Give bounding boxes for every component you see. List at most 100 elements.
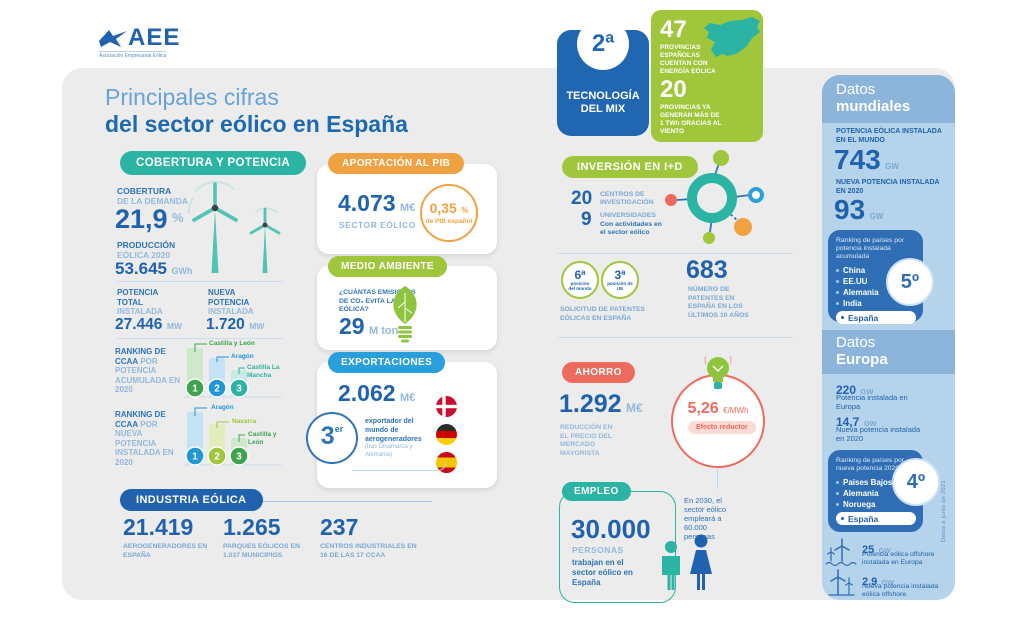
inversion-id-pill: INVERSIÓN EN I+D <box>562 156 698 178</box>
europe-ranking-item-spain: España <box>848 513 879 524</box>
demanda-value-unit: % <box>172 210 184 225</box>
ranking-nueva-name-3: Castilla y León <box>248 431 277 446</box>
ahorro-label: REDUCCIÓN EN EL PRECIO DEL MERCADO MAYOR… <box>560 424 613 457</box>
industria-stat-1-label: AEROGENERADORES EN ESPAÑA <box>123 543 208 559</box>
empleo-sublabel: PERSONAS <box>572 545 624 555</box>
nueva-potencia-label: NUEVA POTENCIA INSTALADA <box>208 288 266 317</box>
patentes-mundo-label: posición del mundo <box>568 280 592 292</box>
world-ranking-item: China <box>843 266 866 275</box>
bullet-icon <box>836 481 839 484</box>
produccion-label-line2: EÓLICA 2020 <box>117 250 171 260</box>
europe-ranking-item: Alemania <box>843 489 879 498</box>
lightbulb-icon <box>702 354 734 401</box>
offshore1-number: 25 <box>862 544 875 556</box>
mix-badge-label: TECNOLOGÍA DEL MIX <box>557 90 649 116</box>
bullet-icon <box>836 269 839 272</box>
europe-ranking-item: Noruega <box>843 500 876 509</box>
divider-line <box>558 253 793 254</box>
rank-number: 3 <box>236 452 242 463</box>
potencia-total-label-light: INSTALADA <box>117 307 163 316</box>
world-ranking-item: EE.UU <box>843 277 868 286</box>
potencia-total-label-bold: POTENCIA TOTAL <box>117 288 159 307</box>
offshore2-number: 2,9 <box>862 576 878 588</box>
potencia-total-value: 27.446 MW <box>115 316 182 334</box>
flag-stack <box>436 396 457 478</box>
wind-turbines-icon <box>175 180 300 285</box>
demanda-value: 21,9 % <box>115 204 184 235</box>
ranking-acumulada-label-bold: RANKING DE CCAA <box>115 347 166 366</box>
europe-stat1-value: 220 GW <box>836 381 873 399</box>
ranking-nueva-label-bold: RANKING DE CCAA <box>115 410 166 429</box>
patentes-mundo-value: 6ª <box>574 267 586 282</box>
europe-ranking-highlight: España <box>836 512 916 525</box>
industria-stat-3-label: CENTROS INDUSTRIALES EN 16 DE LAS 17 CCA… <box>320 543 417 559</box>
ranking-acumulada-name-2: Aragón <box>231 353 254 360</box>
empleo-pill: EMPLEO <box>562 482 631 501</box>
sidebar-world-band <box>822 75 955 123</box>
ranking-nueva-chart: 1 2 3 <box>184 404 284 479</box>
universidades-note: Con actividades en el sector eólico <box>600 221 662 236</box>
ranking-acumulada-label: RANKING DE CCAA POR POTENCIA ACUMULADA E… <box>115 347 183 395</box>
potencia-total-unit: MW <box>166 321 182 331</box>
europe-stat2-number: 14,7 <box>836 415 860 429</box>
world-stat1-value: 743 GW <box>834 144 899 176</box>
patentes-ue-label: posición de UE <box>607 280 633 292</box>
ahorro-number: 1.292 <box>559 390 622 418</box>
offshore1-unit: GW <box>878 548 891 555</box>
world-stat2-value: 93 GW <box>834 194 883 226</box>
industria-stat-1-value: 21.419 <box>123 514 194 540</box>
patentes-mundo-circle: 6ª posición del mundo <box>561 261 599 299</box>
exportaciones-rank-number: 3 <box>320 422 335 450</box>
europe-title-line2: Europa <box>836 351 888 368</box>
provinces-stat2-label: PROVINCIAS YA GENERAN MÁS DE 1 TWh GRACI… <box>660 104 722 135</box>
world-ranking-item-spain: España <box>848 312 879 323</box>
europe-ranking-item: Países Bajos <box>843 478 893 487</box>
pib-circle-value: 0,35 % <box>430 201 469 218</box>
medio-ambiente-pill: MEDIO AMBIENTE <box>328 256 448 277</box>
cobertura-pill: COBERTURA Y POTENCIA <box>120 151 307 175</box>
ahorro-value: 1.292 M€ <box>559 390 643 419</box>
industria-stat-2-value: 1.265 <box>223 514 281 540</box>
europe-rank-value: 4º <box>906 470 926 493</box>
ranking-acumulada-chart: 1 2 3 <box>184 340 284 411</box>
world-stat1-number: 743 <box>834 144 881 175</box>
europe-stat1-unit: GW <box>860 387 874 396</box>
exportaciones-pill: EXPORTACIONES <box>328 352 446 373</box>
ranking-nueva-label-rest: POR NUEVA POTENCIA INSTALADA EN 2020 <box>115 419 174 467</box>
ahorro-circle-value: 5,26 €/MWh <box>674 400 762 418</box>
person-icon <box>686 534 716 599</box>
europe-stat1-label: Potencia instalada en Europa <box>836 393 908 411</box>
divider-line <box>117 338 283 339</box>
potencia-total-number: 27.446 <box>115 316 163 333</box>
exportaciones-value: 2.062 M€ <box>338 380 415 407</box>
provinces-stat2-value: 20 <box>660 76 687 103</box>
pib-value: 4.073 M€ <box>338 190 415 217</box>
europe-stat2-label: Nueva potencia instalada en 2020 <box>836 425 921 443</box>
offshore2-label: Nueva potencia instalada eólica offshore <box>862 583 939 598</box>
bullet-icon <box>836 503 839 506</box>
ranking-acumulada-name-3: Castilla La Mancha <box>247 364 280 379</box>
industria-stat-3-value: 237 <box>320 514 359 540</box>
rank-number: 1 <box>192 384 198 395</box>
exportaciones-text: exportador del mundo de aerogeneradores … <box>365 417 423 459</box>
ranking-acumulada-label-rest: POR POTENCIA ACUMULADA EN 2020 <box>115 356 181 395</box>
pib-circle-unit: % <box>461 206 469 215</box>
empleo-text: trabajan en el sector eólico en España <box>572 558 633 587</box>
mix-label-line2: DEL MIX <box>580 103 626 115</box>
bullet-icon <box>841 517 844 520</box>
provinces-stat1-value: 47 <box>660 16 687 43</box>
exportaciones-text-note: (tras Dinamarca y Alemania) <box>365 444 413 458</box>
nueva-potencia-value: 1.720 MW <box>206 316 264 334</box>
ahorro-badge: Efecto reductor <box>688 421 756 434</box>
produccion-value-number: 53.645 <box>115 259 167 278</box>
ranking-nueva-label: RANKING DE CCAA POR NUEVA POTENCIA INSTA… <box>115 410 183 467</box>
world-title-line2: mundiales <box>836 98 911 115</box>
provinces-stat1-label: PROVINCIAS ESPAÑOLAS CUENTAN CON ENERGÍA… <box>660 44 716 75</box>
world-ranking-label: Ranking de países por potencia instalada… <box>836 237 905 260</box>
patentes-ue-circle: 3ª posición de UE <box>601 261 639 299</box>
produccion-label-line1: PRODUCCIÓN <box>117 240 176 250</box>
europe-title-line1: Datos <box>836 334 876 351</box>
industria-stat-2-label: PARQUES EÓLICOS EN 1.037 MUNICIPIOS <box>223 543 300 559</box>
offshore2-unit: GW <box>881 580 894 587</box>
universidades-label: UNIVERSIDADES <box>600 212 656 219</box>
